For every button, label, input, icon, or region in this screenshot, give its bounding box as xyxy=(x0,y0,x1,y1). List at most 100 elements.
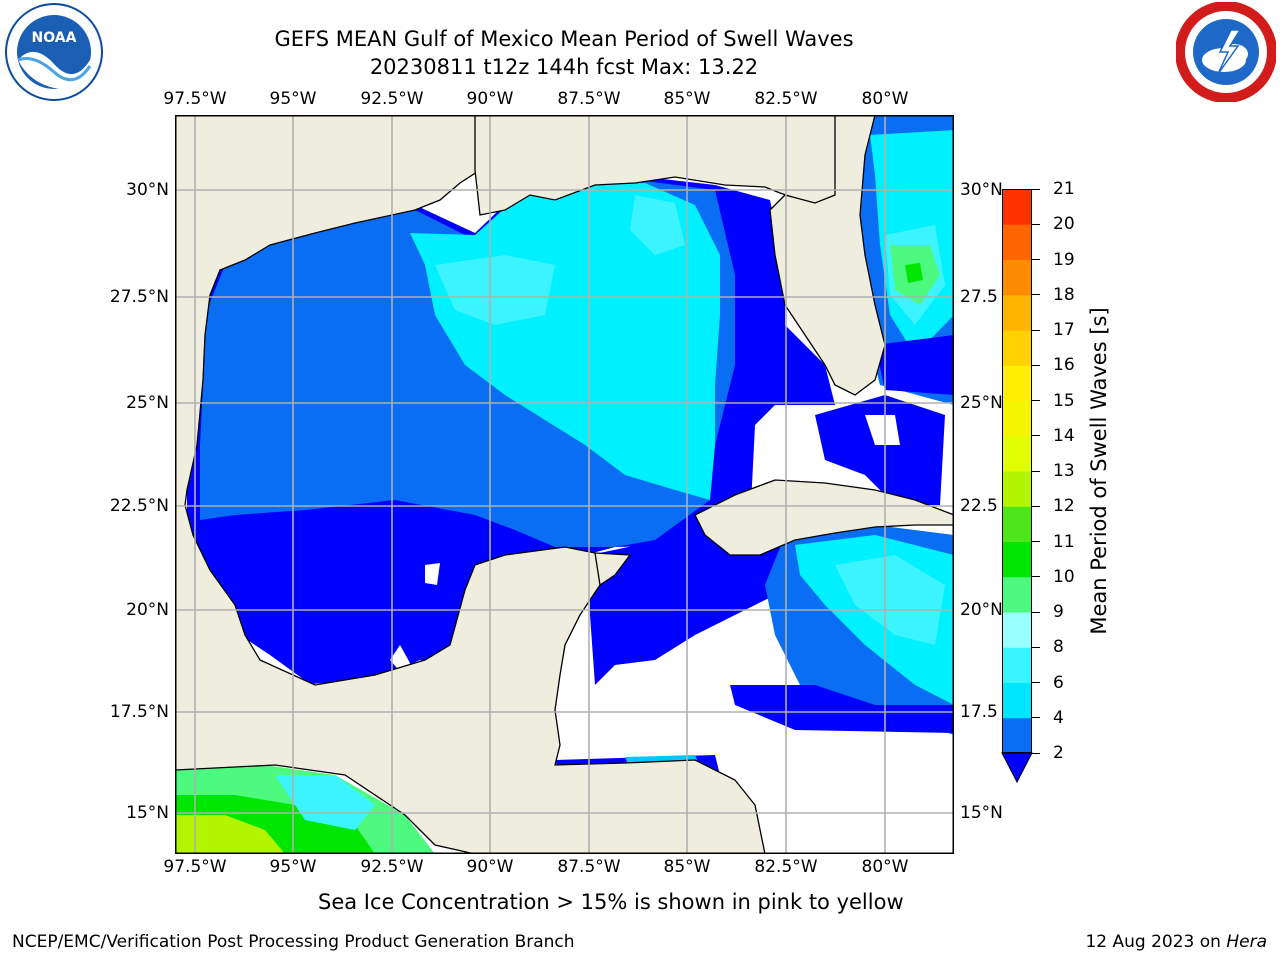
colorbar-tick-label: 2 xyxy=(1053,743,1064,763)
colorbar-tick-label: 20 xyxy=(1053,214,1075,235)
lon-label-top: 85°W xyxy=(663,89,711,109)
sea-ice-note: Sea Ice Concentration > 15% is shown in … xyxy=(318,890,904,914)
colorbar-segment xyxy=(1002,189,1032,225)
lat-label-right: 17.5 xyxy=(960,702,998,722)
lon-label-bottom: 85°W xyxy=(663,857,711,877)
chart-title: GEFS MEAN Gulf of Mexico Mean Period of … xyxy=(274,27,854,51)
colorbar-tick-label: 10 xyxy=(1053,566,1075,587)
colorbar-tick-label: 15 xyxy=(1053,390,1075,411)
lat-label-right: 20°N xyxy=(960,600,1003,620)
lon-label-top: 82.5°W xyxy=(754,89,818,109)
map-panel[interactable] xyxy=(175,115,954,854)
colorbar-tick-mark xyxy=(1032,752,1040,754)
colorbar-tick-label: 12 xyxy=(1053,496,1075,517)
colorbar-segment xyxy=(1002,471,1032,507)
lon-label-top: 87.5°W xyxy=(557,89,621,109)
colorbar-segment xyxy=(1002,506,1032,542)
land-masses xyxy=(175,115,954,854)
colorbar-tick-label: 18 xyxy=(1053,284,1075,305)
colorbar-tick-label: 13 xyxy=(1053,461,1075,481)
colorbar-tick-label: 16 xyxy=(1053,355,1075,376)
colorbar-tick-label: 4 xyxy=(1053,707,1064,728)
lat-label-left: 27.5°N xyxy=(109,287,169,307)
lat-label-right: 22.5 xyxy=(960,496,998,516)
graticule xyxy=(175,115,954,854)
colorbar-under-arrow xyxy=(1001,752,1033,784)
colorbar-tick-label: 11 xyxy=(1053,531,1075,552)
colorbar-tick-mark xyxy=(1032,611,1040,613)
colorbar-segment xyxy=(1002,541,1032,578)
host-name: Hera xyxy=(1226,932,1267,952)
colorbar-segment xyxy=(1002,259,1032,296)
colorbar-segment xyxy=(1002,365,1032,401)
colorbar-tick-mark xyxy=(1032,646,1040,648)
nws-logo xyxy=(1175,1,1277,103)
colorbar-title-box: Mean Period of Swell Waves [s] xyxy=(1084,189,1114,753)
colorbar-segment xyxy=(1002,224,1032,260)
colorbar-tick-label: 17 xyxy=(1053,320,1075,340)
colorbar-tick-mark xyxy=(1032,294,1040,296)
lat-label-right: 27.5 xyxy=(960,287,998,307)
lon-label-top: 80°W xyxy=(861,89,909,109)
colorbar-tick-mark xyxy=(1032,541,1040,542)
colorbar-segment xyxy=(1002,612,1032,648)
colorbar-tick-mark xyxy=(1032,576,1040,578)
colorbar-tick-label: 9 xyxy=(1053,602,1064,622)
chart-subtitle: 20230811 t12z 144h fcst Max: 13.22 xyxy=(369,55,759,79)
colorbar-tick-label: 8 xyxy=(1053,637,1064,658)
colorbar-segment xyxy=(1002,435,1032,472)
date-text: 12 Aug 2023 on xyxy=(1085,932,1221,952)
colorbar-tick-mark xyxy=(1032,682,1040,683)
lat-label-left: 30°N xyxy=(126,180,169,200)
credit-text: NCEP/EMC/Verification Post Processing Pr… xyxy=(12,932,575,952)
lon-label-top: 90°W xyxy=(466,89,514,109)
colorbar-tick-label: 21 xyxy=(1053,179,1075,199)
colorbar-border xyxy=(1002,189,1032,753)
colorbar-segment xyxy=(1002,330,1032,366)
lon-label-bottom: 87.5°W xyxy=(557,857,621,877)
lat-label-left: 22.5°N xyxy=(109,496,169,516)
noaa-logo: NOAA xyxy=(4,2,104,102)
colorbar-tick-mark xyxy=(1032,188,1040,190)
colorbar-segment xyxy=(1002,400,1032,437)
colorbar-tick-mark xyxy=(1032,400,1040,401)
colorbar-tick-mark xyxy=(1032,435,1040,437)
colorbar-tick-mark xyxy=(1032,259,1040,260)
colorbar xyxy=(1001,189,1036,784)
lat-label-right: 15°N xyxy=(960,803,1003,823)
colorbar-tick-mark xyxy=(1032,505,1040,507)
lat-label-right: 30°N xyxy=(960,180,1003,200)
colorbar-tick-mark xyxy=(1032,717,1040,719)
lat-label-left: 17.5°N xyxy=(109,702,169,722)
colorbar-tick-label: 19 xyxy=(1053,249,1075,270)
colorbar-tick-mark xyxy=(1032,470,1040,472)
colorbar-tick-label: 14 xyxy=(1053,425,1075,446)
lon-label-top: 95°W xyxy=(269,89,317,109)
pacific-swell-field xyxy=(175,765,435,854)
lon-label-bottom: 80°W xyxy=(861,857,909,877)
lon-label-top: 92.5°W xyxy=(360,89,424,109)
lon-label-bottom: 82.5°W xyxy=(754,857,818,877)
gulf-swell-field xyxy=(187,177,835,695)
lon-label-bottom: 90°W xyxy=(466,857,514,877)
colorbar-title: Mean Period of Swell Waves [s] xyxy=(1087,307,1111,635)
colorbar-segment xyxy=(1002,294,1032,331)
colorbar-segment xyxy=(1002,682,1032,719)
colorbar-segment xyxy=(1002,717,1032,754)
lon-label-bottom: 97.5°W xyxy=(163,857,227,877)
colorbar-tick-label: 6 xyxy=(1053,672,1064,693)
lon-label-bottom: 95°W xyxy=(269,857,317,877)
lat-label-right: 25°N xyxy=(960,393,1003,413)
noaa-logo-text: NOAA xyxy=(32,30,77,46)
colorbar-tick-mark xyxy=(1032,329,1040,331)
colorbar-segment xyxy=(1002,647,1032,683)
colorbar-segment xyxy=(1002,576,1032,613)
colorbar-tick-mark xyxy=(1032,223,1040,225)
lon-label-top: 97.5°W xyxy=(163,89,227,109)
date-stamp: 12 Aug 2023 on Hera xyxy=(1085,932,1267,952)
lat-label-left: 20°N xyxy=(126,600,169,620)
colorbar-tick-mark xyxy=(1032,364,1040,366)
lat-label-left: 25°N xyxy=(126,393,169,413)
lat-label-left: 15°N xyxy=(126,803,169,823)
lon-label-bottom: 92.5°W xyxy=(360,857,424,877)
